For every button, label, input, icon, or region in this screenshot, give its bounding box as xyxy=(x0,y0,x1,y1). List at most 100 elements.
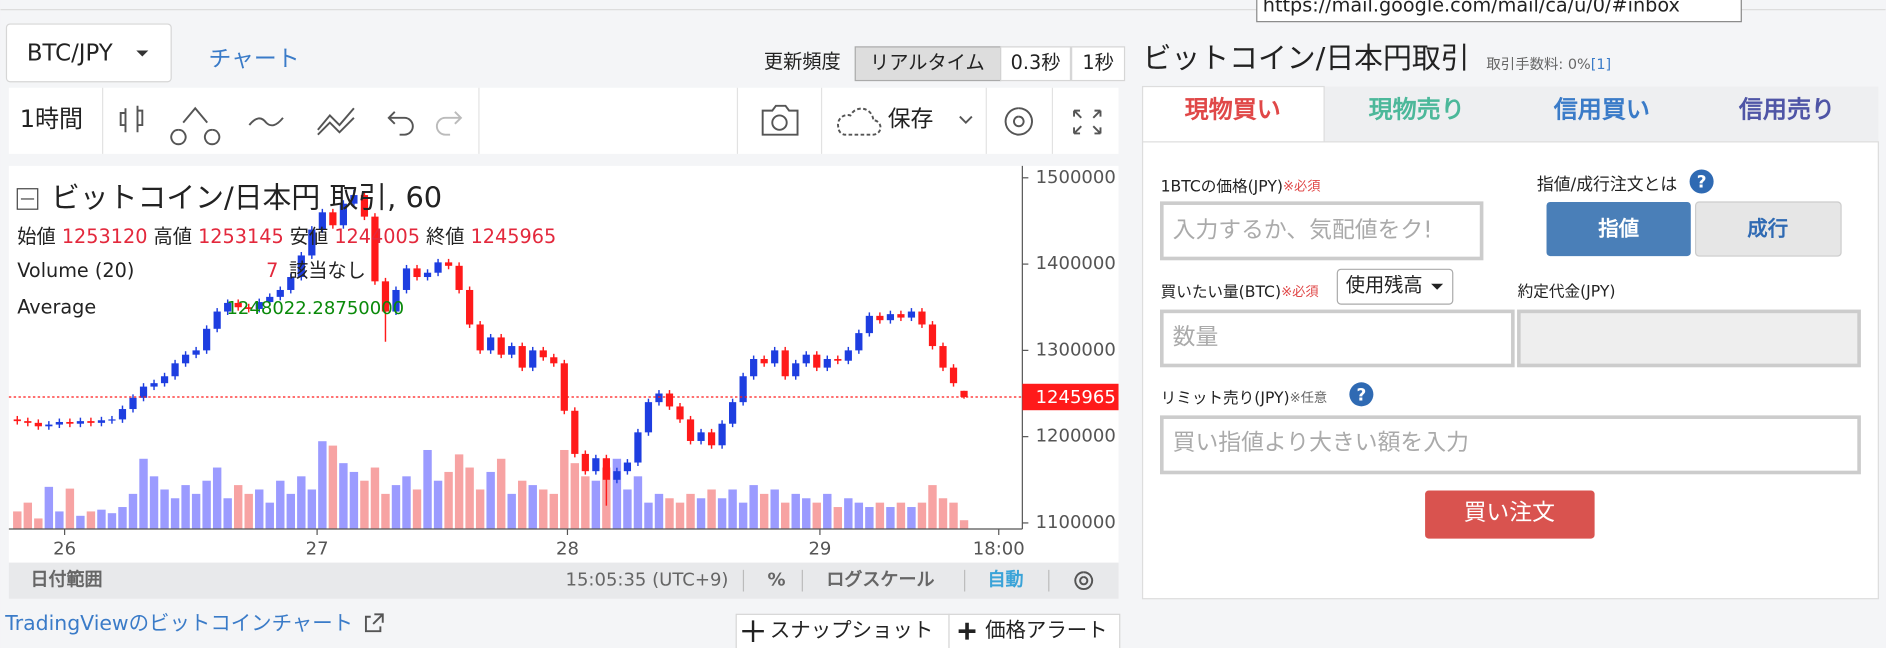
candle-body xyxy=(76,421,85,424)
candle-body xyxy=(834,358,842,361)
optional: ※任意 xyxy=(1290,390,1328,406)
candle-body xyxy=(45,424,53,427)
candle-body xyxy=(118,409,127,420)
candle-body xyxy=(224,302,232,312)
volume-bar xyxy=(496,458,506,529)
chart-footer xyxy=(8,562,1119,599)
volume-bar xyxy=(139,458,148,529)
external-icon xyxy=(364,613,384,633)
volume-bar xyxy=(13,511,22,529)
candle-body xyxy=(760,358,768,364)
url-tooltip-text: https://mail.google.com/mail/ca/u/0/#inb… xyxy=(1263,0,1680,17)
candle-body xyxy=(203,328,211,351)
volume-bar xyxy=(360,480,369,529)
candle-body xyxy=(97,420,106,423)
candle-body xyxy=(592,458,600,472)
auto-toggle[interactable]: 自動 xyxy=(987,569,1023,591)
volume-bar xyxy=(570,463,580,529)
percent-toggle[interactable]: % xyxy=(767,570,785,591)
amount-input[interactable] xyxy=(1160,309,1515,368)
candle-body xyxy=(213,311,221,329)
candle-body xyxy=(960,390,968,397)
volume-note: 該当なし xyxy=(289,259,366,282)
pair-select[interactable] xyxy=(5,23,172,83)
candle-body xyxy=(928,324,937,347)
ohlc-label: 高値 xyxy=(154,224,192,247)
ohlc-legend: 始値 1253120 高値 1253145 安値 1244005 終値 1245… xyxy=(17,224,556,247)
label: 1BTCの価格(JPY) xyxy=(1161,177,1283,195)
limit-sell-input[interactable] xyxy=(1160,415,1861,475)
volume-bar xyxy=(349,471,359,529)
fee-ref[interactable]: [1] xyxy=(1591,57,1611,73)
help-icon[interactable] xyxy=(1689,169,1714,194)
x-tick-label: 18:00 xyxy=(973,538,1025,559)
volume-bar xyxy=(654,493,664,529)
limit-button[interactable] xyxy=(1546,201,1691,257)
date-range[interactable]: 日付範囲 xyxy=(31,569,103,591)
candle-body xyxy=(308,229,316,256)
submit-button[interactable] xyxy=(1425,490,1595,539)
plot xyxy=(8,189,1023,529)
candle-body xyxy=(939,346,947,368)
pair-select-text: BTC/JPY xyxy=(27,41,113,67)
help-icon[interactable] xyxy=(1349,382,1374,407)
candle-body xyxy=(276,289,284,297)
alert-icon xyxy=(958,622,976,640)
tab[interactable]: 信用買い xyxy=(1553,96,1650,124)
candle-body xyxy=(823,358,831,368)
snapshot-button[interactable] xyxy=(735,613,950,648)
limit-text: 指値 xyxy=(1598,217,1639,241)
tab-active[interactable] xyxy=(1141,85,1325,144)
toolbar-dividers xyxy=(102,87,1054,154)
update-option[interactable] xyxy=(1071,46,1126,82)
tab[interactable]: 信用売り xyxy=(1738,96,1835,124)
collapse-icon[interactable] xyxy=(16,188,39,210)
log-toggle[interactable]: ログスケール xyxy=(826,569,934,591)
volume-bar xyxy=(339,463,348,529)
interval[interactable]: 1時間 xyxy=(20,105,83,133)
volume-bar xyxy=(23,502,33,529)
volume-bar xyxy=(149,476,159,529)
volume-bar xyxy=(886,507,895,529)
volume-bar xyxy=(539,489,548,529)
volume-bar xyxy=(454,454,464,529)
volume-bar xyxy=(644,502,653,529)
volume-bar xyxy=(86,511,96,529)
volume-bar xyxy=(433,480,443,529)
candle-body xyxy=(886,314,895,321)
volume-bar xyxy=(812,502,821,529)
label: リミット売り(JPY) xyxy=(1161,388,1290,406)
market-button[interactable] xyxy=(1694,201,1842,257)
volume-bar xyxy=(65,488,75,529)
volume-bar xyxy=(928,485,937,529)
volume-bar xyxy=(907,507,916,529)
price-label: 1BTCの価格(JPY)※必須 xyxy=(1161,177,1321,195)
volume-bar xyxy=(518,480,527,529)
tradingview-link[interactable]: TradingViewのビットコインチャート xyxy=(4,611,353,635)
volume-bar xyxy=(191,493,201,529)
update-option[interactable] xyxy=(1000,46,1072,82)
x-tick-label: 28 xyxy=(556,538,579,559)
footer-dividers xyxy=(742,569,1050,592)
tab[interactable]: 現物売り xyxy=(1369,96,1465,124)
volume-bar xyxy=(475,489,485,529)
limit-sell-label: リミット売り(JPY)※任意 xyxy=(1161,388,1328,406)
candle-body xyxy=(150,383,158,387)
volume-bar xyxy=(633,476,643,529)
update-option[interactable] xyxy=(854,46,1002,82)
volume-bar xyxy=(402,476,411,529)
settings-icon[interactable] xyxy=(1074,571,1094,591)
chart-link[interactable]: チャート xyxy=(208,47,299,73)
price-input[interactable] xyxy=(1160,201,1484,261)
tab[interactable]: 現物買い xyxy=(1185,96,1281,124)
volume-bar xyxy=(875,502,885,529)
volume-bar xyxy=(896,502,906,529)
alert-button[interactable] xyxy=(948,613,1121,648)
candle-body xyxy=(13,419,21,422)
update-label: 更新頻度 xyxy=(764,50,841,73)
candle-body xyxy=(139,386,148,398)
candle-body xyxy=(644,402,653,433)
candle-body xyxy=(402,268,411,290)
save[interactable]: 保存 xyxy=(888,107,934,133)
balance-select[interactable] xyxy=(1336,268,1454,305)
